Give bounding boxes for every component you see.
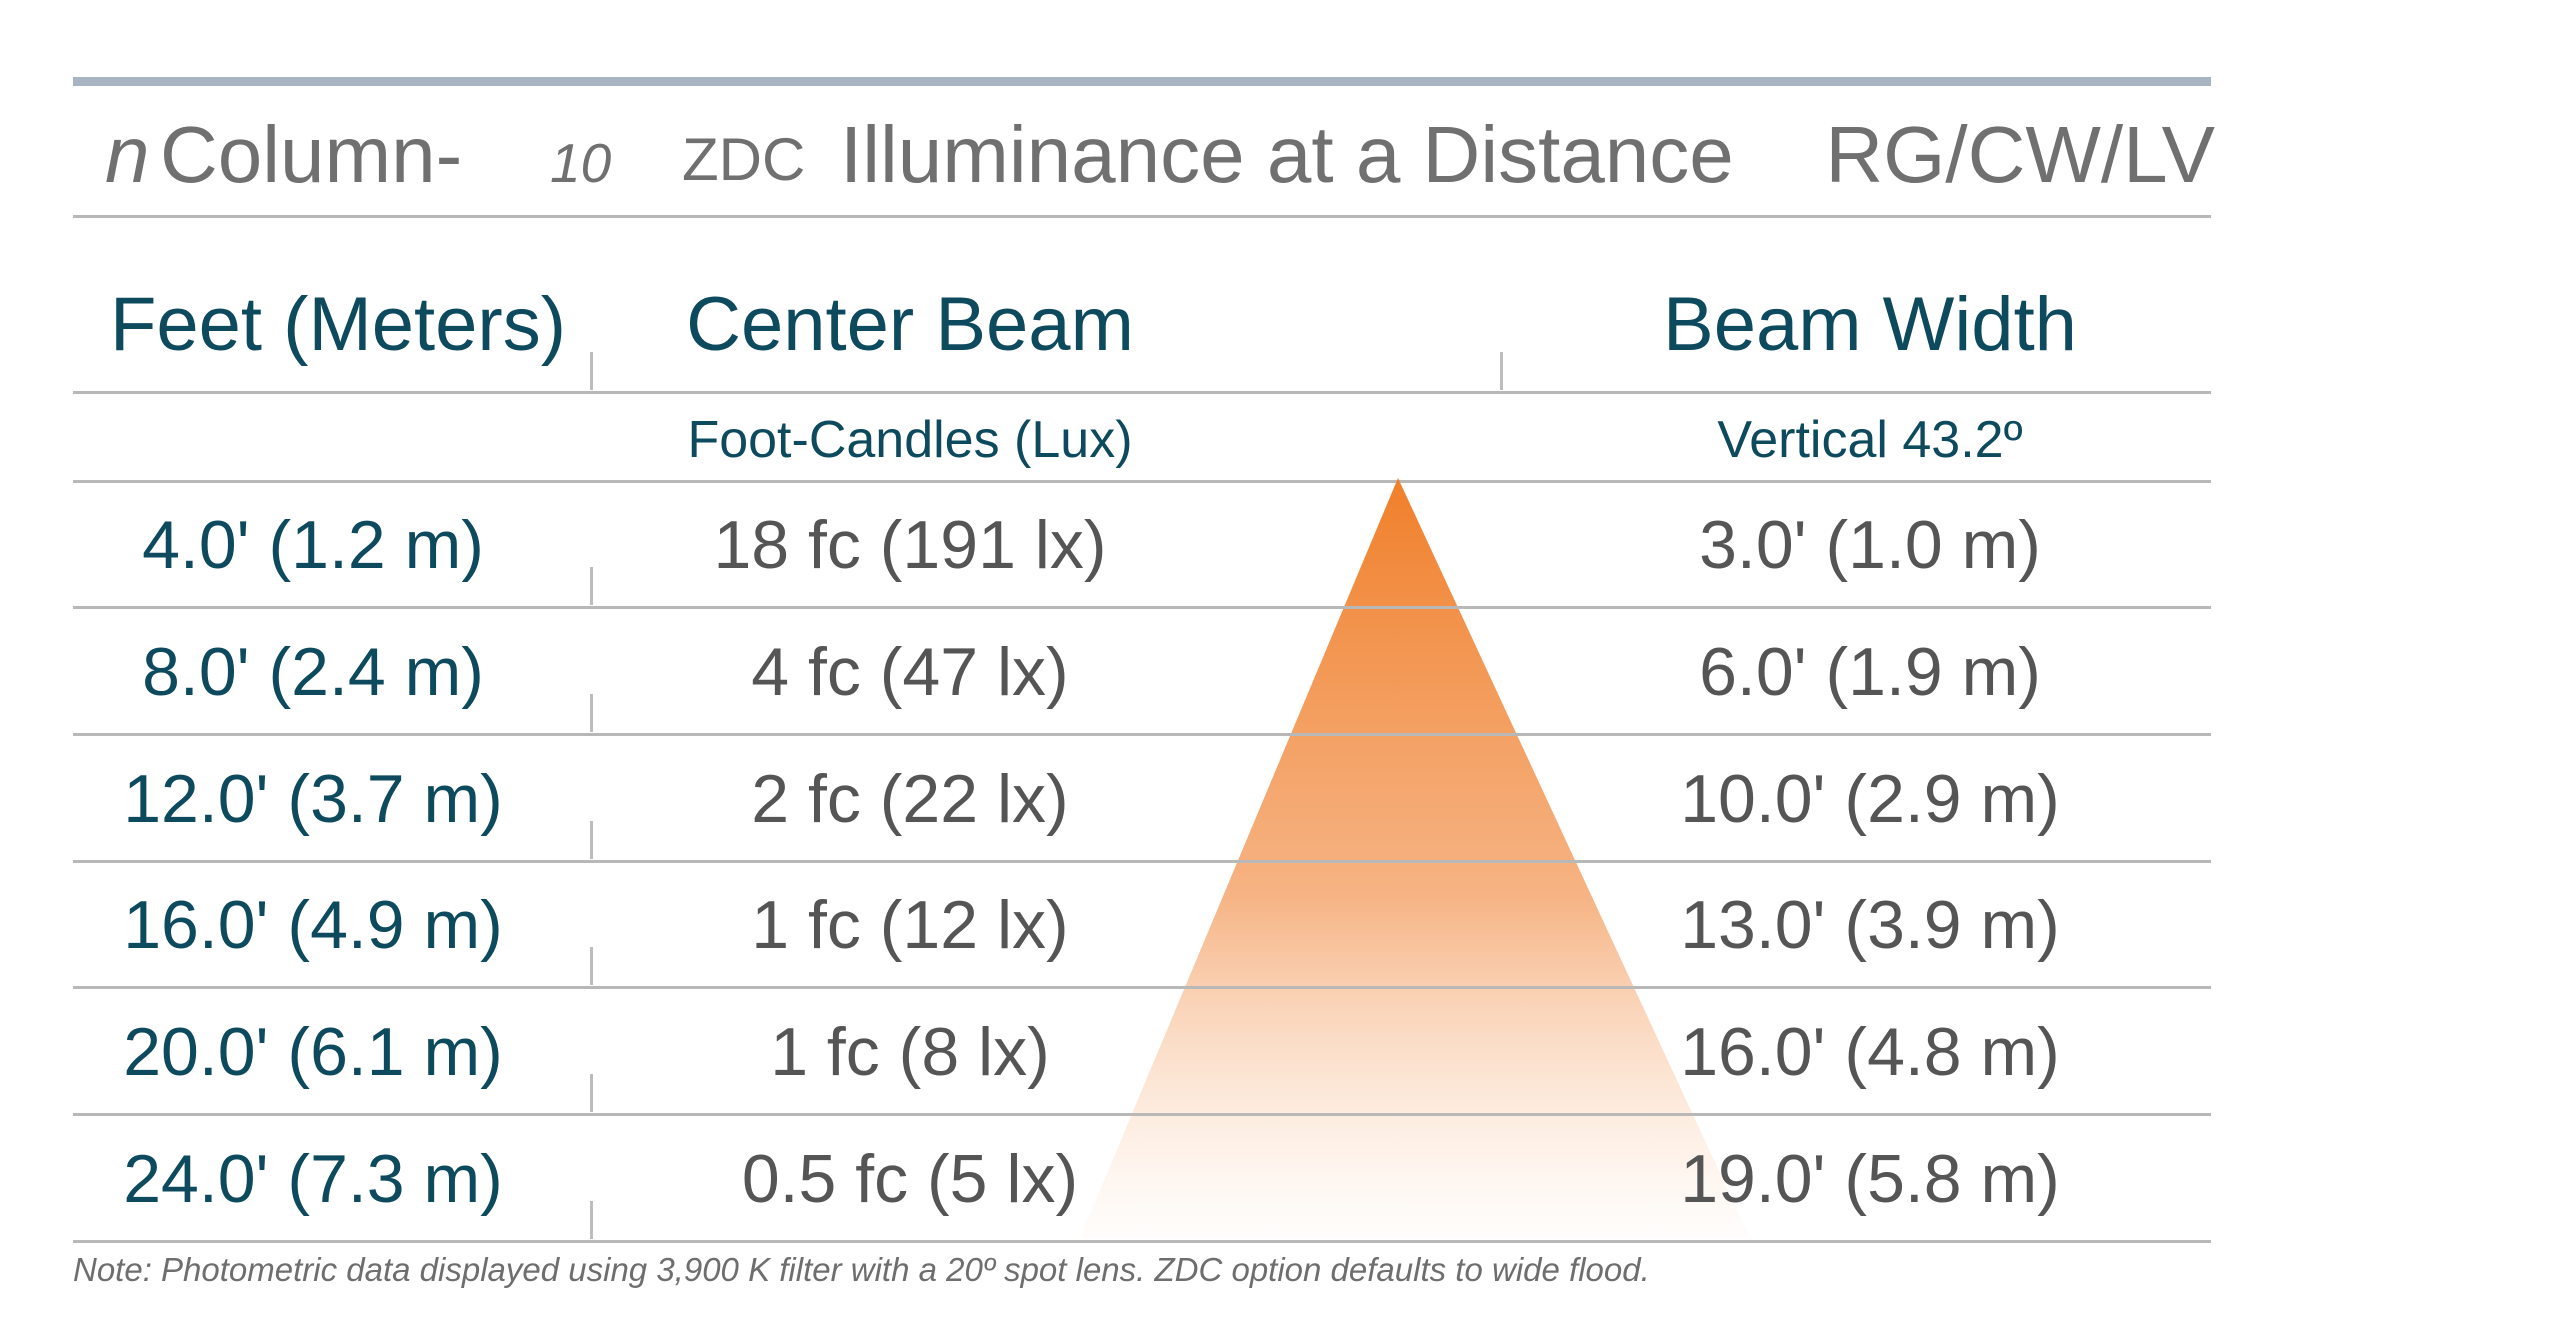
subheader-vertical-angle: Vertical 43.2º xyxy=(1717,411,2023,469)
table-title: Illuminance at a Distance xyxy=(840,110,1734,199)
header-divider xyxy=(73,391,2211,394)
table-row-beam-width: 3.0' (1.0 m) xyxy=(1699,507,2041,583)
table-row-beam-width: 16.0' (4.8 m) xyxy=(1680,1014,2060,1090)
table-row-distance: 20.0' (6.1 m) xyxy=(123,1014,503,1090)
table-row-beam-width: 19.0' (5.8 m) xyxy=(1680,1141,2060,1217)
product-size: 10 xyxy=(550,132,612,194)
title-divider xyxy=(73,215,2211,218)
table-row-beam-width: 13.0' (3.9 m) xyxy=(1680,887,2060,963)
row-divider-tick xyxy=(590,1201,593,1239)
footnote: Note: Photometric data displayed using 3… xyxy=(73,1251,1650,1288)
table-row-distance: 16.0' (4.9 m) xyxy=(123,887,503,963)
row-divider-tick xyxy=(590,694,593,732)
table-row-beam-width: 6.0' (1.9 m) xyxy=(1699,634,2041,710)
product-name: Column- xyxy=(160,110,463,199)
column-header-distance: Feet (Meters) xyxy=(109,282,567,367)
row-divider xyxy=(73,986,2211,989)
row-divider-tick xyxy=(590,947,593,985)
table-row-center-beam: 18 fc (191 lx) xyxy=(713,507,1107,583)
table-row-center-beam: 0.5 fc (5 lx) xyxy=(741,1141,1079,1217)
row-divider xyxy=(73,733,2211,736)
beam-cone-graphic xyxy=(1080,478,1750,1238)
table-bottom-rule xyxy=(73,1240,2211,1243)
row-divider xyxy=(73,606,2211,609)
table-row-center-beam: 4 fc (47 lx) xyxy=(751,634,1069,710)
column-divider-tick xyxy=(590,352,593,390)
subheader-divider xyxy=(73,480,2211,483)
product-prefix: n xyxy=(105,110,150,199)
table-row-distance: 4.0' (1.2 m) xyxy=(142,507,484,583)
table-row-center-beam: 1 fc (8 lx) xyxy=(770,1014,1050,1090)
row-divider-tick xyxy=(590,821,593,859)
row-divider xyxy=(73,1113,2211,1116)
table-row-beam-width: 10.0' (2.9 m) xyxy=(1680,761,2060,837)
row-divider-tick xyxy=(590,567,593,605)
page-title: n Column- 10 ZDC Illuminance at a Distan… xyxy=(105,100,2215,210)
table-row-distance: 8.0' (2.4 m) xyxy=(142,634,484,710)
table-row-center-beam: 2 fc (22 lx) xyxy=(751,761,1069,837)
option-code: ZDC xyxy=(682,126,806,193)
row-divider-tick xyxy=(590,1074,593,1112)
subheader-foot-candles: Foot-Candles (Lux) xyxy=(687,411,1133,469)
table-row-distance: 12.0' (3.7 m) xyxy=(123,761,503,837)
top-accent-bar xyxy=(73,77,2211,86)
color-codes: RG/CW/LV xyxy=(1825,110,2215,199)
column-divider-tick xyxy=(1500,352,1503,390)
row-divider xyxy=(73,860,2211,863)
table-row-distance: 24.0' (7.3 m) xyxy=(123,1141,503,1217)
column-header-center-beam: Center Beam xyxy=(686,282,1134,367)
table-row-center-beam: 1 fc (12 lx) xyxy=(751,887,1069,963)
column-header-beam-width: Beam Width xyxy=(1663,282,2077,367)
